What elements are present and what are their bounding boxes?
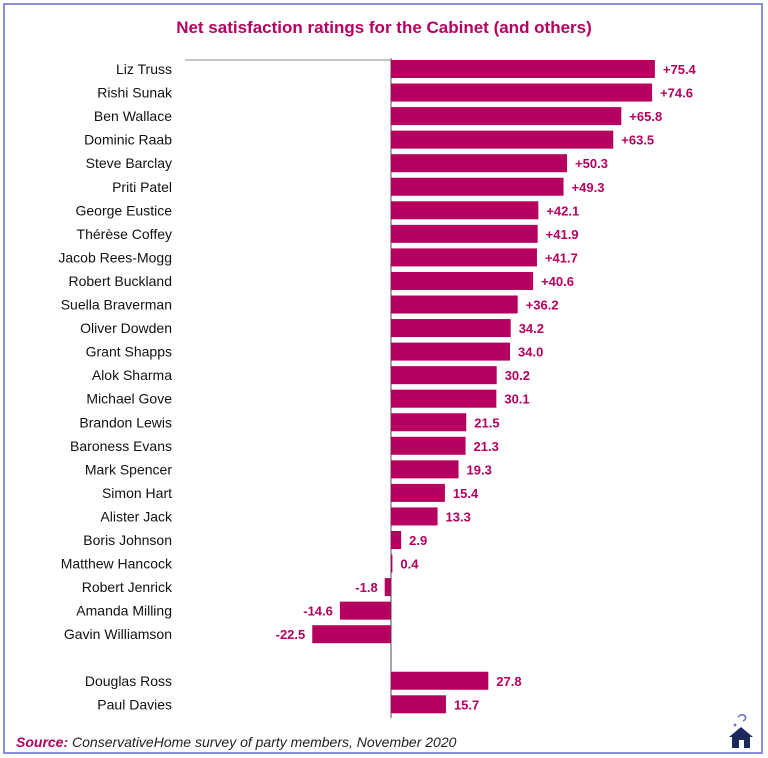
value-label: +41.9 [546,227,579,242]
bar [391,531,402,549]
chart-title: Net satisfaction ratings for the Cabinet… [176,18,592,37]
value-label: 13.3 [446,509,471,524]
value-label: +36.2 [526,298,559,313]
bar [391,671,489,690]
value-labels: +75.4 +74.6 +65.8 +63.5 +50.3 +49.3 +42.1 +41.9… [276,62,697,712]
category-label: Steve Barclay [86,155,172,171]
source-note: Source: ConservativeHome survey of party… [16,734,456,750]
value-label: +75.4 [663,62,697,77]
bar [391,436,466,455]
value-label: +41.7 [545,250,578,265]
category-label: Dominic Raab [84,132,172,148]
value-label: 30.2 [505,368,530,383]
value-label: 27.8 [496,674,521,689]
category-label: Grant Shapps [86,344,172,360]
category-labels: Liz Truss Rishi Sunak Ben Wallace Dominic R… [58,61,173,712]
value-label: 34.0 [518,345,543,360]
bar [391,413,467,432]
value-label: 30.1 [504,392,529,407]
category-label: Simon Hart [102,485,172,501]
value-label: 21.3 [474,439,499,454]
bar [391,224,538,243]
bar [391,107,622,126]
value-label: 21.5 [474,415,499,430]
value-label: 0.4 [400,557,419,572]
value-label: 2.9 [409,533,427,548]
category-label: Ben Wallace [94,108,172,124]
value-label: -1.8 [355,580,377,595]
category-label: Thérèse Coffey [77,226,172,242]
category-label: Mark Spencer [85,461,172,477]
category-label: Paul Davies [97,696,172,712]
value-label: +74.6 [660,86,693,101]
bars-group [312,60,655,714]
value-label: 34.2 [519,321,544,336]
value-label: +63.5 [621,133,654,148]
bar [391,295,518,314]
value-label: +42.1 [546,203,579,218]
bar [391,60,655,78]
category-label: Robert Buckland [68,273,172,289]
house-icon [729,713,753,748]
bar [312,625,391,644]
bar [391,695,446,714]
value-label: 15.4 [453,486,479,501]
value-label: +50.3 [575,156,608,171]
category-label: Suella Braverman [61,297,172,313]
bar [391,154,568,173]
bar [391,507,438,526]
bar [391,177,564,196]
category-label: Amanda Milling [76,603,172,619]
bar [391,460,459,479]
bar [391,483,445,502]
bar [391,389,497,408]
category-label: Rishi Sunak [97,85,173,101]
source-text: ConservativeHome survey of party members… [72,734,457,750]
category-label: Jacob Rees-Mogg [58,249,172,265]
category-label: Douglas Ross [85,673,172,689]
category-label: Michael Gove [86,391,172,407]
category-label: Gavin Williamson [64,626,172,642]
bar [391,342,510,361]
bar [391,83,653,102]
bar [391,271,534,290]
category-label: Brandon Lewis [79,414,172,430]
category-label: George Eustice [76,202,173,218]
value-label: +65.8 [629,109,662,124]
category-label: Baroness Evans [70,438,172,454]
category-label: Alister Jack [100,508,173,524]
category-label: Matthew Hancock [61,556,173,572]
category-label: Alok Sharma [92,367,172,383]
category-label: Oliver Dowden [80,320,172,336]
value-label: +49.3 [572,180,605,195]
bar [391,554,393,573]
value-label: -14.6 [303,604,333,619]
value-label: +40.6 [541,274,574,289]
bar [391,201,539,220]
value-label: 19.3 [467,462,492,477]
category-label: Robert Jenrick [82,579,173,595]
source-label: Source: [16,734,69,750]
category-label: Priti Patel [112,179,172,195]
bar [384,578,391,597]
value-label: -22.5 [276,627,306,642]
category-label: Liz Truss [116,61,172,77]
bar [339,601,391,620]
bar [391,366,497,385]
value-label: 15.7 [454,697,479,712]
bar [391,248,537,267]
bar [391,130,614,149]
category-label: Boris Johnson [83,532,172,548]
bar [391,319,511,338]
